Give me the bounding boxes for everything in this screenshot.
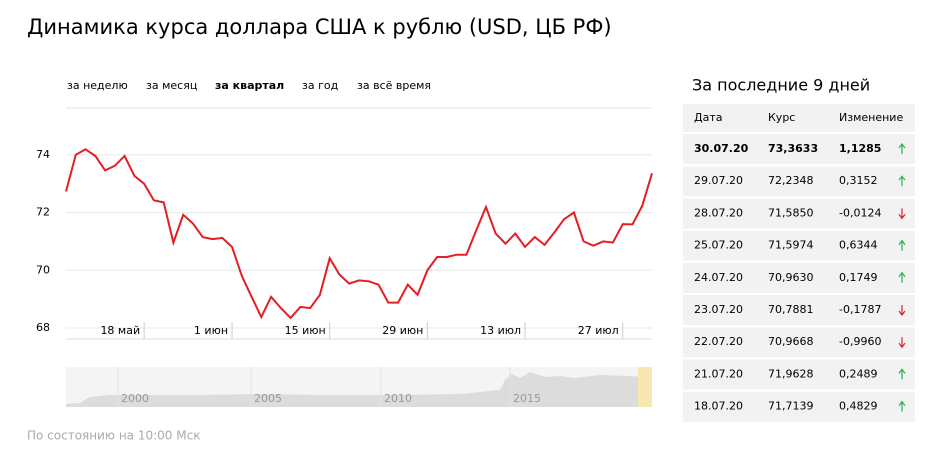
table-cell: 1,1285 bbox=[839, 142, 881, 155]
navigator-area bbox=[66, 372, 652, 407]
x-tick-label: 13 июл bbox=[480, 324, 521, 337]
table-cell: 0,2489 bbox=[839, 367, 878, 380]
tab[interactable]: за неделю bbox=[67, 79, 128, 92]
navigator-label: 2005 bbox=[254, 392, 282, 405]
x-tick-label: 15 июн bbox=[285, 324, 326, 337]
arrow-up bbox=[898, 368, 906, 380]
table-cell: 21.07.20 bbox=[694, 367, 743, 380]
table-cell: 22.07.20 bbox=[694, 335, 743, 348]
table-cell: 0,3152 bbox=[839, 174, 878, 187]
table-cell: 0,6344 bbox=[839, 239, 878, 252]
table-cell: 73,3633 bbox=[768, 142, 818, 155]
table-cell: 24.07.20 bbox=[694, 271, 743, 284]
table-cell: 70,9668 bbox=[768, 335, 814, 348]
table-header: Дата bbox=[694, 111, 722, 124]
x-tick-label: 29 июн bbox=[382, 324, 423, 337]
tab[interactable]: за всё время bbox=[357, 79, 431, 92]
arrow-down bbox=[898, 305, 906, 316]
arrow-up bbox=[898, 239, 906, 251]
table-panel bbox=[683, 104, 915, 422]
table-cell: 71,5850 bbox=[768, 206, 814, 219]
y-tick-label: 72 bbox=[36, 206, 50, 219]
table-header: Изменение bbox=[839, 111, 903, 124]
navigator-label: 2000 bbox=[121, 392, 149, 405]
x-tick-label: 18 май bbox=[100, 324, 140, 337]
table-title: За последние 9 дней bbox=[692, 76, 870, 95]
arrow-down bbox=[898, 337, 906, 349]
arrow-down bbox=[898, 208, 906, 220]
navigator-label: 2015 bbox=[513, 392, 541, 405]
y-tick-label: 70 bbox=[36, 263, 50, 276]
table-cell: 23.07.20 bbox=[694, 303, 743, 316]
arrow-up bbox=[898, 271, 906, 283]
table-header: Курс bbox=[768, 111, 795, 124]
table-cell: 18.07.20 bbox=[694, 400, 743, 413]
navigator-label: 2010 bbox=[384, 392, 412, 405]
x-tick-label: 27 июл bbox=[578, 324, 619, 337]
table-cell: 70,9630 bbox=[768, 271, 814, 284]
tab[interactable]: за год bbox=[302, 79, 339, 92]
y-tick-label: 68 bbox=[36, 321, 50, 334]
table-cell: -0,1787 bbox=[839, 303, 881, 316]
table-cell: 29.07.20 bbox=[694, 174, 743, 187]
table-cell: 0,4829 bbox=[839, 400, 878, 413]
x-tick-label: 1 июн bbox=[194, 324, 228, 337]
line-series bbox=[65, 148, 653, 320]
navigator-window[interactable] bbox=[638, 367, 652, 407]
table-cell: -0,9960 bbox=[839, 335, 881, 348]
page-title: Динамика курса доллара США к рублю (USD,… bbox=[27, 15, 612, 39]
footer: По состоянию на 10:00 Мск bbox=[27, 429, 200, 443]
table-cell: 0,1749 bbox=[839, 271, 878, 284]
tab[interactable]: за квартал bbox=[215, 79, 284, 92]
table-cell: 71,7139 bbox=[768, 400, 814, 413]
table-cell: 70,7881 bbox=[768, 303, 814, 316]
arrow-up bbox=[898, 175, 906, 187]
table-cell: 71,9628 bbox=[768, 367, 814, 380]
y-tick-label: 74 bbox=[36, 148, 50, 161]
table-cell: 25.07.20 bbox=[694, 239, 743, 252]
arrow-up bbox=[898, 400, 906, 412]
arrow-up bbox=[898, 143, 906, 154]
table-cell: 28.07.20 bbox=[694, 206, 743, 219]
table-cell: 71,5974 bbox=[768, 239, 814, 252]
tab[interactable]: за месяц bbox=[146, 79, 197, 92]
table-cell: 72,2348 bbox=[768, 174, 814, 187]
table-cell: 30.07.20 bbox=[694, 142, 749, 155]
table-cell: -0,0124 bbox=[839, 206, 881, 219]
